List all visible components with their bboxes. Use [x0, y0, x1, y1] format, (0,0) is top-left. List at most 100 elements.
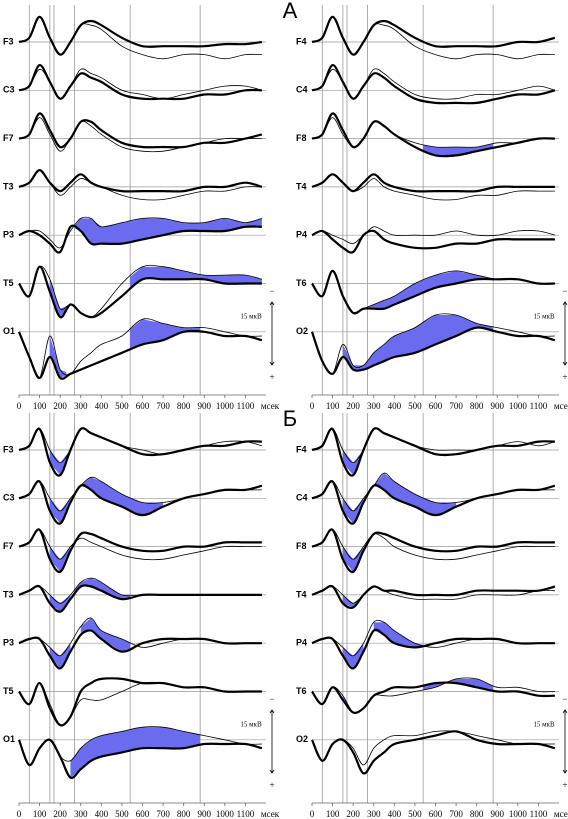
- x-tick-label: 900: [491, 401, 505, 411]
- x-tick-label: 1000: [216, 809, 235, 819]
- thin-waveform: [18, 617, 262, 657]
- x-tick-label: 300: [367, 401, 381, 411]
- x-unit: мсек: [261, 401, 280, 411]
- thick-waveform: [310, 730, 556, 775]
- section-label: Б: [283, 406, 297, 431]
- x-tick-label: 1000: [509, 809, 528, 819]
- thick-waveform: [17, 738, 263, 780]
- x-unit: мсек: [261, 809, 280, 819]
- x-tick-label: 1000: [509, 401, 528, 411]
- thick-waveform: [18, 480, 263, 525]
- section-label: А: [283, 0, 298, 23]
- x-tick-label: 300: [74, 401, 88, 411]
- x-tick-label: 800: [470, 401, 484, 411]
- scale-minus: −: [269, 694, 274, 704]
- thin-waveform: [311, 529, 555, 561]
- x-tick-label: 500: [115, 401, 129, 411]
- panel: Б 0 100 200 300 400 500 600 700 800 900 1000 1100 мсе…: [283, 406, 568, 819]
- channel-label: T5: [3, 278, 14, 288]
- channel-label: F7: [3, 133, 14, 143]
- thin-waveform: [311, 226, 555, 245]
- channel-label: O2: [296, 326, 308, 336]
- x-tick-label: 900: [491, 809, 505, 819]
- channel-label: F3: [3, 444, 14, 454]
- x-tick-label: 1000: [216, 401, 235, 411]
- difference-area: [49, 546, 71, 572]
- thick-waveform: [18, 112, 263, 149]
- channel-label: F4: [296, 36, 307, 46]
- scale-plus: +: [562, 780, 567, 790]
- thin-waveform: [18, 117, 262, 153]
- x-tick-label: 400: [95, 809, 109, 819]
- scale-plus: +: [562, 372, 567, 382]
- thick-waveform: [18, 15, 263, 56]
- channel-label: T3: [3, 589, 14, 599]
- difference-area: [74, 218, 262, 244]
- x-unit: мсек: [554, 401, 568, 411]
- thick-waveform: [18, 427, 262, 477]
- x-tick-label: 700: [449, 401, 463, 411]
- thick-waveform: [18, 265, 262, 319]
- thin-waveform: [18, 529, 262, 561]
- x-tick-label: 100: [33, 809, 47, 819]
- thick-waveform: [18, 677, 262, 727]
- thin-waveform: [311, 16, 555, 60]
- x-tick-label: 300: [74, 809, 88, 819]
- thick-waveform: [311, 229, 555, 254]
- thick-waveform: [311, 63, 556, 105]
- scale-minus: −: [562, 286, 567, 296]
- thin-waveform: [311, 677, 555, 714]
- difference-area: [70, 727, 201, 778]
- thin-waveform: [18, 264, 262, 318]
- x-tick-label: 200: [53, 809, 67, 819]
- x-tick-label: 800: [177, 401, 191, 411]
- x-tick-label: 100: [326, 809, 340, 819]
- scale-arrows: [269, 301, 275, 366]
- thick-waveform: [18, 629, 262, 670]
- x-tick-label: 0: [310, 809, 315, 819]
- channel-label: T3: [3, 181, 14, 191]
- x-tick-label: 0: [17, 809, 22, 819]
- thick-waveform: [311, 269, 555, 315]
- thick-waveform: [311, 480, 556, 525]
- x-tick-label: 100: [33, 401, 47, 411]
- x-tick-label: 600: [136, 809, 150, 819]
- thick-waveform: [18, 528, 262, 574]
- channel-label: C4: [296, 85, 308, 95]
- x-tick-label: 400: [388, 401, 402, 411]
- scale-arrows: [269, 709, 275, 774]
- x-tick-label: 600: [136, 401, 150, 411]
- channel-label: O2: [296, 734, 308, 744]
- channel-label: O1: [3, 326, 15, 336]
- scale-label: 15 мкВ: [240, 721, 262, 729]
- channel-label: T5: [3, 686, 14, 696]
- x-tick-label: 0: [310, 401, 315, 411]
- x-tick-label: 900: [198, 401, 212, 411]
- x-tick-label: 700: [449, 809, 463, 819]
- channel-label: C4: [296, 493, 308, 503]
- x-tick-label: 400: [95, 401, 109, 411]
- thick-waveform: [18, 169, 263, 193]
- channel-label: F7: [3, 541, 14, 551]
- thick-waveform: [17, 329, 263, 380]
- channel-label: T4: [296, 181, 307, 191]
- x-unit: мсек: [554, 809, 568, 819]
- difference-area: [49, 336, 67, 378]
- x-tick-label: 500: [408, 401, 422, 411]
- x-tick-label: 200: [53, 401, 67, 411]
- difference-area: [74, 578, 131, 600]
- channel-label: O1: [3, 734, 15, 744]
- channel-label: C3: [3, 85, 15, 95]
- thick-waveform: [311, 427, 555, 477]
- scale-label: 15 мкВ: [533, 721, 555, 729]
- thick-waveform: [311, 584, 556, 610]
- difference-area: [342, 315, 494, 370]
- x-tick-label: 400: [388, 809, 402, 819]
- scale-plus: +: [269, 780, 274, 790]
- thick-waveform: [311, 15, 556, 56]
- channel-label: P3: [3, 638, 14, 648]
- scale-plus: +: [269, 372, 274, 382]
- x-tick-label: 500: [408, 809, 422, 819]
- thin-waveform: [311, 619, 555, 657]
- panel: 0 100 200 300 400 500 600 700 800 900 1000 1100 мсек…: [3, 5, 280, 411]
